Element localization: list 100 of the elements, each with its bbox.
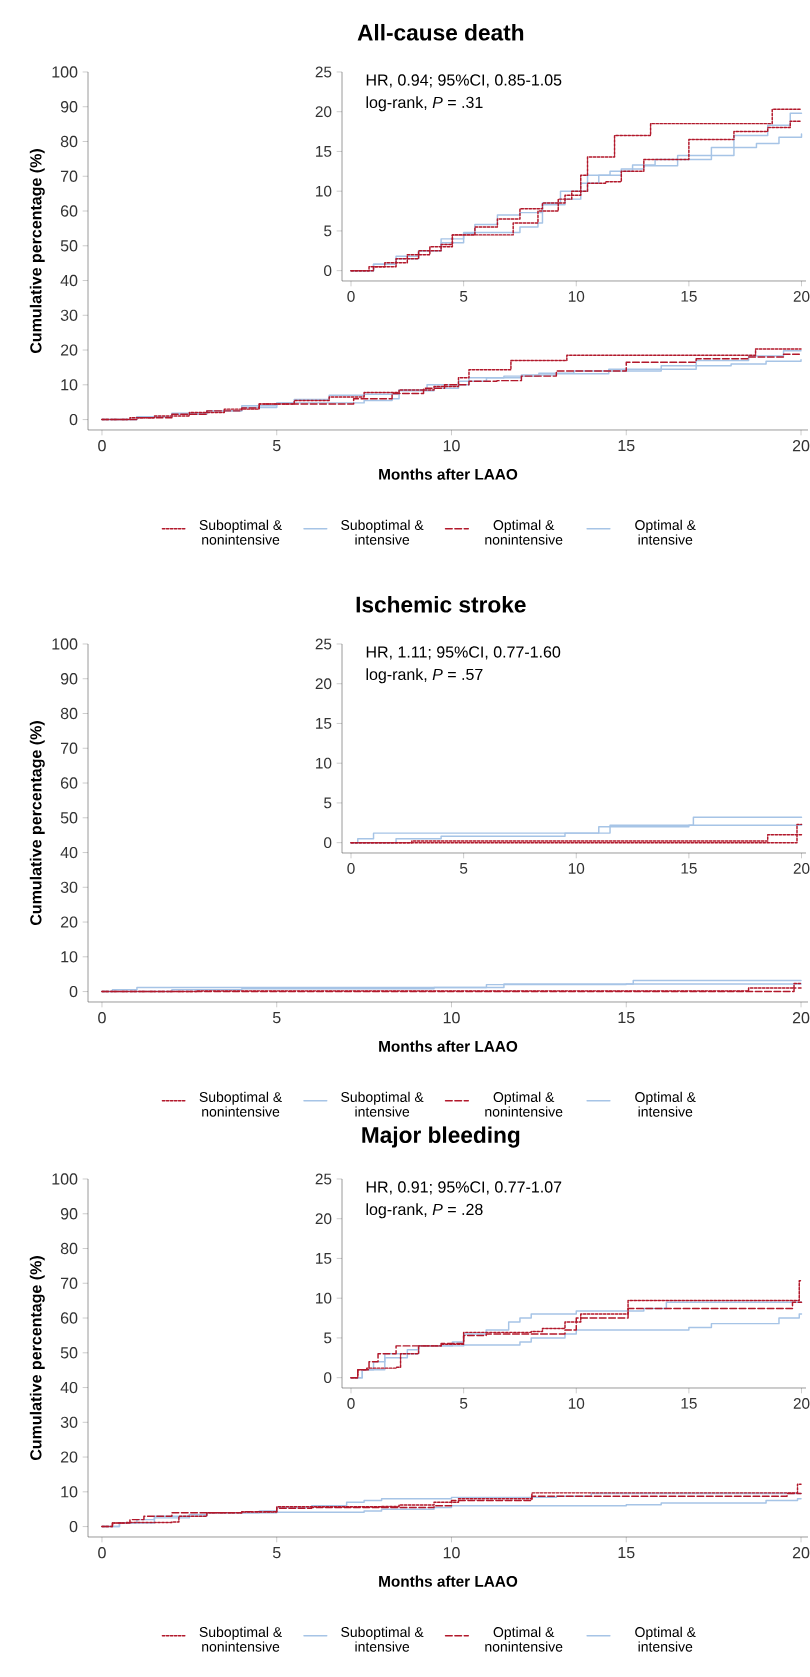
x-tick-label: 15 [618, 1547, 635, 1559]
y-tick-label: 0 [69, 413, 78, 426]
y-tick-label: 10 [61, 379, 78, 391]
y-tick-label: 80 [60, 135, 78, 148]
x-tick-label: 10 [443, 1547, 460, 1559]
legend-label: Optimal & intensive [635, 1091, 696, 1117]
y-tick-label: 10 [61, 951, 78, 963]
y-tick-label: 50 [60, 812, 78, 824]
legend-label: Optimal & intensive [635, 1626, 696, 1652]
y-tick-label: 10 [316, 757, 332, 769]
x-tick-label: 10 [568, 291, 585, 302]
x-tick-label: 20 [793, 863, 810, 874]
y-tick-label: 60 [60, 777, 78, 789]
y-tick-label: 50 [60, 240, 78, 252]
chart-title: Ischemic stroke [356, 595, 526, 613]
y-tick-label: 100 [52, 638, 78, 650]
legend-label: Suboptimal & intensive [341, 1091, 424, 1117]
x-tick-label: 0 [98, 1012, 106, 1024]
y-tick-label: 40 [60, 1381, 78, 1394]
y-tick-label: 0 [69, 1520, 78, 1533]
x-axis-title: Months after LAAO [379, 1040, 518, 1052]
x-axis-title: Months after LAAO [379, 468, 518, 480]
legend-label: Suboptimal & intensive [341, 1626, 424, 1652]
y-tick-label: 90 [60, 101, 78, 113]
x-tick-label: 5 [272, 1012, 281, 1024]
x-tick-label: 20 [792, 1547, 810, 1559]
x-tick-label: 20 [792, 440, 810, 452]
annotation: HR, 0.91; 95%CI, 0.77-1.07 [366, 1181, 562, 1195]
y-tick-label: 30 [60, 309, 78, 321]
chart-title: Major bleeding [362, 1126, 520, 1148]
x-tick-label: 10 [568, 1398, 585, 1409]
legend-label: Suboptimal & nonintensive [199, 1091, 282, 1117]
y-axis-title: Cumulative percentage (%) [29, 1256, 45, 1461]
y-tick-label: 70 [60, 742, 78, 754]
x-tick-label: 5 [459, 863, 468, 874]
y-tick-label: 30 [60, 881, 78, 893]
legend-label: Suboptimal & intensive [341, 519, 424, 545]
x-axis-title: Months after LAAO [379, 1575, 518, 1587]
y-tick-label: 90 [60, 673, 78, 685]
y-tick-label: 70 [60, 170, 78, 182]
y-tick-label: 20 [60, 916, 78, 928]
y-tick-label: 10 [316, 185, 332, 197]
annotation: HR, 1.11; 95%CI, 0.77-1.60 [366, 646, 561, 660]
x-tick-label: 15 [681, 291, 697, 302]
legend-label: Optimal & intensive [635, 519, 696, 545]
y-tick-label: 15 [316, 1253, 332, 1264]
x-tick-label: 15 [681, 863, 697, 874]
y-tick-label: 15 [316, 146, 332, 157]
y-tick-label: 80 [60, 1242, 78, 1255]
y-tick-label: 5 [324, 1332, 332, 1344]
y-tick-label: 0 [324, 1372, 332, 1384]
legend-label: Optimal & nonintensive [485, 1091, 563, 1117]
x-tick-label: 20 [792, 1012, 810, 1024]
y-tick-label: 60 [60, 1312, 78, 1324]
x-tick-label: 15 [618, 1012, 635, 1024]
x-tick-label: 15 [681, 1398, 697, 1409]
legend-label: Suboptimal & nonintensive [199, 1626, 282, 1652]
x-tick-label: 5 [272, 440, 281, 452]
y-tick-label: 20 [315, 106, 332, 118]
y-tick-label: 100 [52, 1173, 78, 1185]
y-tick-label: 0 [324, 837, 332, 849]
y-tick-label: 0 [69, 985, 78, 998]
annotation: HR, 0.94; 95%CI, 0.85-1.05 [366, 74, 562, 88]
annotation: log-rank, P = .28 [366, 1203, 483, 1219]
y-tick-label: 5 [324, 225, 332, 237]
y-tick-label: 20 [315, 678, 332, 690]
x-tick-label: 0 [347, 1398, 355, 1409]
y-tick-label: 20 [315, 1213, 332, 1225]
x-tick-label: 15 [618, 440, 635, 452]
annotation: log-rank, P = .57 [366, 668, 483, 684]
y-tick-label: 30 [60, 1416, 78, 1428]
x-tick-label: 10 [568, 863, 585, 874]
y-tick-label: 70 [60, 1277, 78, 1289]
x-tick-label: 10 [443, 1012, 460, 1024]
x-tick-label: 0 [347, 863, 355, 874]
y-tick-label: 15 [316, 718, 332, 729]
legend-label: Optimal & nonintensive [485, 1626, 563, 1652]
x-tick-label: 0 [98, 1547, 106, 1559]
y-tick-label: 50 [60, 1347, 78, 1359]
x-tick-label: 5 [459, 1398, 468, 1409]
y-tick-label: 40 [60, 846, 78, 859]
y-tick-label: 25 [315, 638, 332, 650]
x-tick-label: 0 [98, 440, 106, 452]
x-tick-label: 0 [347, 291, 355, 302]
y-tick-label: 0 [324, 265, 332, 277]
chart-title: All-cause death [357, 23, 524, 41]
x-tick-label: 20 [793, 1398, 810, 1409]
x-tick-label: 5 [459, 291, 468, 302]
y-tick-label: 60 [60, 205, 78, 217]
legend-label: Suboptimal & nonintensive [199, 519, 282, 545]
y-tick-label: 25 [315, 1173, 332, 1185]
y-tick-label: 20 [60, 344, 78, 356]
y-axis-title: Cumulative percentage (%) [29, 149, 45, 354]
y-tick-label: 40 [60, 274, 78, 287]
x-tick-label: 10 [443, 440, 460, 452]
y-tick-label: 10 [61, 1486, 78, 1498]
y-tick-label: 5 [324, 797, 332, 809]
x-tick-label: 20 [793, 291, 810, 302]
y-tick-label: 10 [316, 1292, 332, 1304]
y-tick-label: 20 [60, 1451, 78, 1463]
